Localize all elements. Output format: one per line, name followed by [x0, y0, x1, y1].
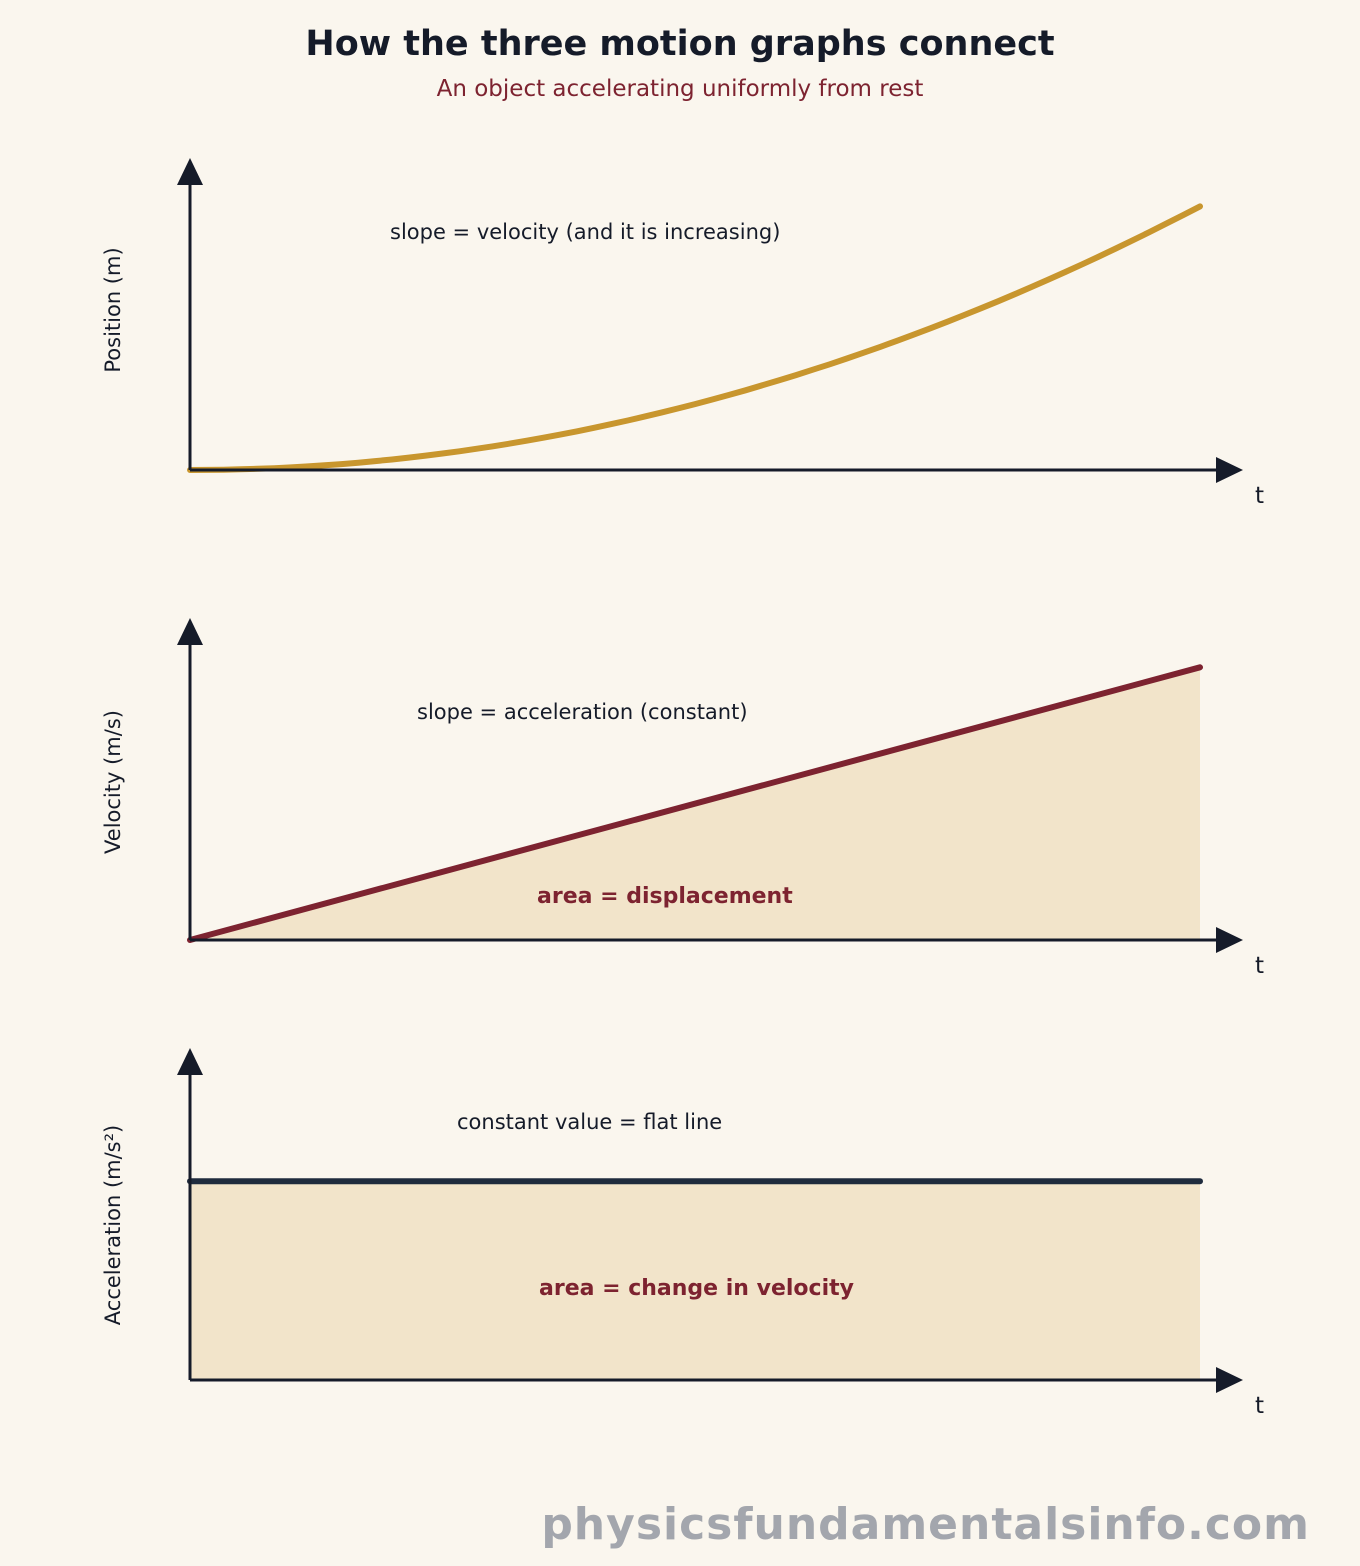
- panel-velocity: Velocity (m/s) t slope = acceleration (c…: [101, 618, 1264, 979]
- velocity-change-area-label: area = change in velocity: [539, 1276, 854, 1301]
- panel-acceleration: Acceleration (m/s²) t constant value = f…: [101, 1048, 1264, 1419]
- velocity-slope-annotation: slope = acceleration (constant): [417, 700, 748, 724]
- panel-position: Position (m) t slope = velocity (and it …: [101, 158, 1264, 509]
- velocity-t-label: t: [1255, 953, 1264, 979]
- velocity-y-axis-arrow: [177, 618, 203, 645]
- acceleration-t-label: t: [1255, 1393, 1264, 1419]
- chart-title: How the three motion graphs connect: [305, 24, 1055, 64]
- acceleration-flat-annotation: constant value = flat line: [457, 1110, 722, 1134]
- position-t-label: t: [1255, 483, 1264, 509]
- acceleration-x-axis-arrow: [1216, 1367, 1243, 1393]
- position-x-axis-arrow: [1216, 457, 1243, 483]
- acceleration-y-axis-arrow: [177, 1048, 203, 1075]
- position-slope-annotation: slope = velocity (and it is increasing): [390, 220, 780, 244]
- displacement-area-label: area = displacement: [537, 884, 793, 909]
- acceleration-area-fill: [190, 1181, 1200, 1380]
- velocity-series-line: [187, 664, 1203, 943]
- position-axis-label: Position (m): [101, 247, 125, 372]
- watermark: physicsfundamentalsinfo.com: [541, 1499, 1310, 1550]
- velocity-x-axis-arrow: [1216, 927, 1243, 953]
- chart-subtitle: An object accelerating uniformly from re…: [436, 76, 924, 102]
- position-y-axis-arrow: [177, 158, 203, 185]
- velocity-axis-label: Velocity (m/s): [101, 710, 125, 854]
- acceleration-axis-label: Acceleration (m/s²): [101, 1125, 125, 1325]
- position-series-line: [187, 203, 1203, 473]
